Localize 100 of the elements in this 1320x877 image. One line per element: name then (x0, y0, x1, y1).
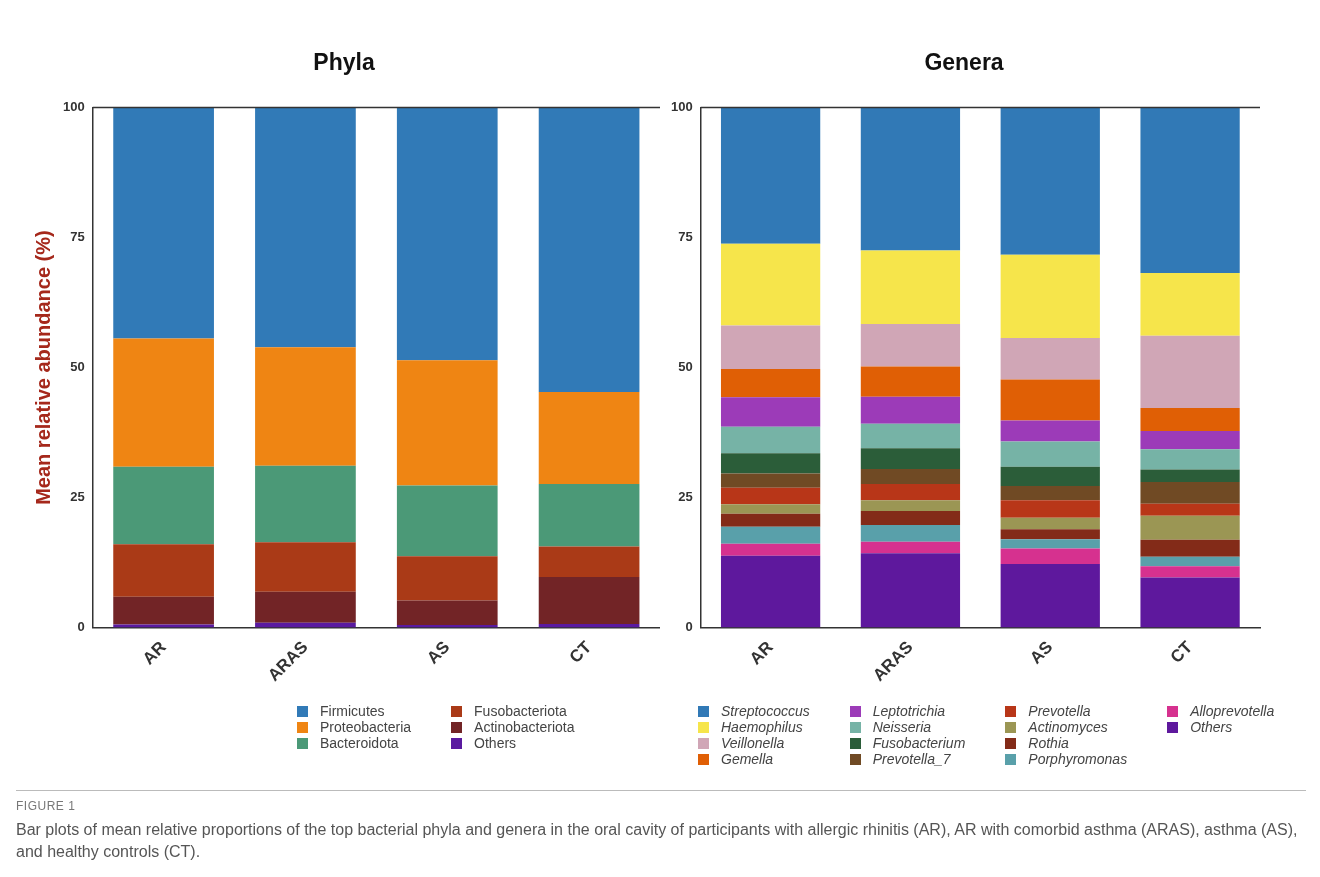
bar (1140, 430, 1240, 450)
bar (538, 577, 640, 624)
bar (1000, 441, 1100, 467)
bar (1140, 449, 1240, 470)
bar (1000, 500, 1100, 518)
bar (538, 391, 640, 485)
bar (860, 525, 961, 542)
bar (720, 526, 821, 544)
x-tick-label: AS (423, 637, 454, 668)
x-tick-label: CT (1166, 637, 1197, 667)
bar (720, 453, 821, 474)
bar (255, 107, 356, 348)
legend-label: Veillonella (720, 735, 786, 751)
bar (255, 465, 356, 543)
y-tick-label: 0 (685, 619, 693, 635)
bar (860, 366, 961, 397)
bar (396, 556, 498, 601)
bar (860, 250, 961, 324)
bar (720, 504, 821, 514)
x-tick-label: AS (1026, 637, 1057, 668)
legend-label: Neisseria (871, 719, 933, 735)
bar (720, 473, 821, 488)
text: Bar plots of mean relative proportions of the top bacterial phyla and genera in the oral cavity of participants with allergic rhinitis (AR), AR with comorbid asthma (ARAS), asthma (AS), and healthy controls (CT). (16, 820, 1299, 862)
bar (720, 543, 821, 556)
legend-label: Actinomyces (1027, 719, 1109, 735)
x-tick-label: CT (565, 637, 596, 667)
bar (860, 448, 961, 469)
legend-label: Prevotella_7 (871, 751, 952, 767)
y-tick-label: 25 (678, 489, 693, 505)
bar (860, 107, 961, 251)
chart-title: Genera (924, 49, 1004, 76)
legend-label: Others (1189, 719, 1234, 735)
bar (255, 591, 356, 623)
bar (1000, 539, 1100, 549)
bar (396, 600, 498, 625)
bar (1000, 486, 1100, 501)
bar (538, 484, 640, 547)
bar (1000, 254, 1100, 338)
legend-label: Gemella (720, 751, 775, 767)
bar (1140, 577, 1240, 628)
legend-label: Streptococcus (720, 703, 810, 719)
bar (1140, 556, 1240, 567)
bar (1000, 379, 1100, 421)
legend-label: Leptotrichia (871, 703, 947, 719)
bar (1140, 539, 1240, 557)
bar (1000, 466, 1100, 487)
bar (860, 541, 961, 554)
bar (720, 513, 821, 527)
bar (1140, 566, 1240, 578)
y-tick-label: 75 (70, 229, 85, 245)
legend-label: Rothia (1027, 735, 1070, 751)
bar (860, 484, 961, 501)
bar (1000, 517, 1100, 530)
bar (113, 466, 214, 545)
legend-label: Prevotella (1027, 703, 1092, 719)
bar (1000, 337, 1100, 380)
bar (1000, 420, 1100, 442)
bar (860, 423, 961, 449)
bar (396, 107, 498, 361)
y-tick-label: 0 (77, 619, 85, 635)
bar (1140, 107, 1240, 273)
bar (396, 360, 498, 486)
y-tick-label: 100 (670, 99, 693, 115)
legend-label: Proteobacteria (319, 719, 412, 735)
bar (860, 323, 961, 367)
bar (1140, 515, 1240, 540)
legend-label: Bacteroidota (319, 735, 400, 751)
legend-label: Others (473, 735, 518, 751)
legend-label: Firmicutes (319, 703, 386, 719)
bar (720, 397, 821, 427)
legend-label: Fusobacterium (871, 735, 966, 751)
chart-title: Phyla (313, 49, 375, 76)
y-tick-label: 50 (678, 359, 693, 375)
bar (860, 396, 961, 424)
bar (113, 596, 214, 625)
bar (860, 468, 961, 485)
bar (538, 546, 640, 578)
y-tick-label: 50 (70, 359, 85, 375)
legend-label: Alloprevotella (1189, 703, 1275, 719)
bar (720, 243, 821, 326)
y-axis-title: Mean relative abundance (%) (31, 230, 54, 505)
bar (1140, 335, 1240, 409)
bar (396, 485, 498, 557)
y-tick-label: 75 (678, 229, 693, 245)
bar (720, 369, 821, 398)
legend-label: Haemophilus (720, 719, 804, 735)
bar (1140, 272, 1240, 336)
bar (1140, 469, 1240, 482)
bar (1140, 503, 1240, 516)
y-tick-label: 100 (62, 99, 85, 115)
bar (720, 325, 821, 370)
bar (860, 500, 961, 512)
bar (113, 107, 214, 339)
bar (1000, 529, 1100, 540)
y-tick-label: 25 (70, 489, 85, 505)
legend-label: Porphyromonas (1027, 751, 1128, 767)
x-tick-label: AR (745, 637, 777, 669)
bar (720, 107, 821, 244)
bar (1140, 481, 1240, 504)
bar (1000, 107, 1100, 255)
